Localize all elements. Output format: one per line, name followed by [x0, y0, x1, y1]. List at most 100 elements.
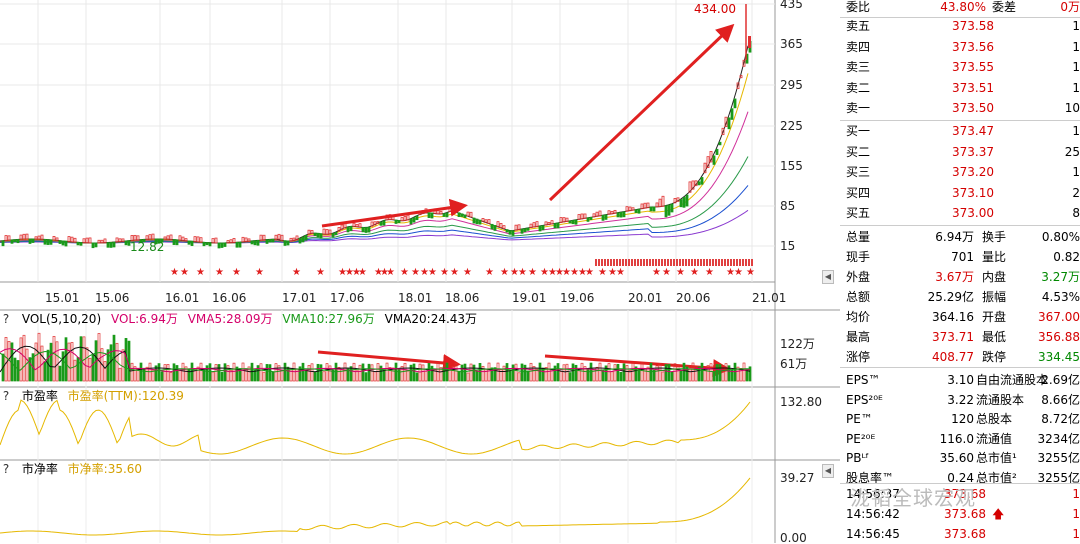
bid-price: 373.10 [952, 185, 994, 200]
candle [595, 211, 599, 217]
volume-bar [160, 371, 164, 382]
fin-row: PE™ 120 总股本 8.72亿 [840, 409, 1080, 429]
volume-bar [181, 362, 185, 382]
bid-volume: 25 [1064, 144, 1080, 159]
candle [184, 238, 188, 242]
candle [49, 239, 53, 245]
x-tick: 21.01 [752, 291, 786, 305]
candle [352, 222, 356, 227]
star-marker: ★ [196, 267, 205, 278]
help-button[interactable]: ? [2, 312, 10, 326]
candle [280, 234, 284, 241]
candle [619, 211, 623, 218]
candle [625, 206, 629, 212]
ask-label: 卖二 [846, 80, 871, 95]
star-marker: ★ [463, 267, 472, 278]
candle [493, 224, 497, 231]
candle [70, 236, 74, 243]
ask-price: 373.56 [952, 39, 994, 54]
volume-bar [232, 362, 236, 382]
bid-volume: 1 [1072, 165, 1080, 179]
candle [79, 242, 83, 246]
volume-bar [718, 364, 722, 382]
stock-chart[interactable]: ★ ★ ★ ★ ★ ★ ★ ★ ★★★★ ★★★ ★ ★ ★ ★ ★ ★ ★ ★ ★ ★ ★ ★ ★ ★★★ ★ ★★ ★ ★ ★ ★ ★ ★… [0, 0, 840, 543]
signal-bar [670, 259, 672, 266]
volume-bar [739, 368, 743, 382]
star-marker: ★ [345, 267, 354, 278]
ask-volume: 1 [1072, 39, 1080, 54]
ask-price: 373.51 [952, 80, 994, 95]
candle [277, 233, 281, 240]
signal-bar [634, 259, 636, 266]
stat-label: 最高 [846, 330, 871, 344]
tick-row: 14:56:45 373.68 1 [840, 524, 1080, 544]
volume-bar [46, 349, 50, 382]
candle [52, 236, 56, 241]
volume-bar [409, 364, 413, 382]
stat-row: 总量 6.94万 换手 0.80% [840, 227, 1080, 247]
panel-scroll-left-icon[interactable]: ◀ [822, 270, 834, 284]
volume-bar [28, 357, 32, 382]
vol-title: VOL(5,10,20) [21, 312, 102, 326]
volume-bar [487, 362, 491, 382]
volume-bar [373, 371, 377, 382]
y-tick: 85 [780, 199, 795, 213]
help-button[interactable]: ? [2, 462, 10, 476]
volume-bar [442, 367, 446, 382]
volume-bar [517, 372, 521, 382]
help-button[interactable]: ? [2, 389, 10, 403]
y-tick: 225 [780, 119, 803, 133]
candle [694, 180, 698, 187]
candle [211, 238, 215, 244]
candle [301, 236, 305, 243]
candle [1, 240, 5, 247]
main-y-axis: 435 365 295 225 155 85 15 [780, 0, 803, 253]
y-tick: 155 [780, 159, 803, 173]
candle [553, 223, 557, 229]
candle [229, 239, 233, 244]
bid-volume: 1 [1072, 124, 1080, 138]
candle [226, 240, 230, 244]
candle [559, 217, 563, 223]
volume-bar [16, 360, 20, 382]
volume-bar [424, 370, 428, 382]
candle [256, 240, 260, 246]
volume-bar [667, 364, 671, 382]
candle [415, 215, 419, 221]
star-marker: ★ [510, 267, 519, 278]
candle [688, 181, 692, 193]
panel-scroll-left-icon[interactable]: ◀ [822, 464, 834, 478]
tick-time: 14:56:45 [846, 527, 900, 541]
stat-label: 跌停 [982, 350, 1007, 364]
candle [382, 220, 386, 226]
candle [511, 230, 515, 236]
fin-label: PE²⁰ᴱ [846, 431, 876, 446]
candle [736, 82, 740, 90]
volume-bar [34, 342, 38, 382]
candle [238, 241, 242, 248]
star-marker: ★ [570, 267, 579, 278]
pb-value: 市净率:35.60 [67, 462, 143, 476]
candle [136, 235, 140, 241]
candle [13, 239, 17, 243]
stat-value: 367.00 [1038, 310, 1080, 324]
star-marker: ★ [518, 267, 527, 278]
fin-row: PBᴸᶠ 35.60 总市值¹ 3255亿 [840, 448, 1080, 468]
weicha-label: 委差 [992, 0, 1017, 14]
candle [10, 239, 14, 244]
volume-bar [121, 349, 125, 382]
star-marker: ★ [676, 267, 685, 278]
volume-bar [685, 366, 689, 382]
x-tick: 17.01 [282, 291, 316, 305]
volume-bar [532, 366, 536, 382]
volume-bar [397, 368, 401, 382]
star-marker: ★ [726, 267, 735, 278]
volume-bar [688, 368, 692, 382]
volume-bar [133, 366, 137, 382]
candle [616, 212, 620, 218]
tick-time: 14:56:42 [846, 507, 900, 521]
volume-bar [625, 365, 629, 382]
volume-bar [217, 364, 221, 382]
candle [16, 239, 20, 244]
candle [37, 235, 41, 240]
